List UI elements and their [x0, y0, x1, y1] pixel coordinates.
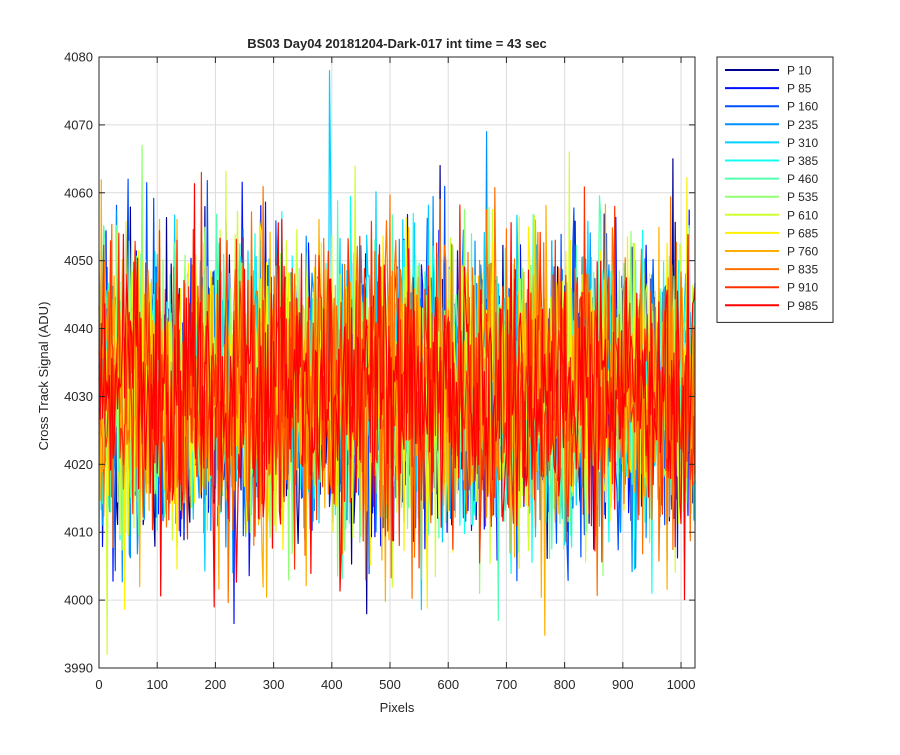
- legend-label: P 310: [787, 136, 818, 150]
- y-tick-label: 4000: [64, 593, 93, 608]
- series-line-p-985: [98, 183, 696, 608]
- chart-title: BS03 Day04 20181204-Dark-017 int time = …: [247, 36, 547, 51]
- y-axis-label: Cross Track Signal (ADU): [36, 302, 51, 451]
- legend-label: P 835: [787, 263, 818, 277]
- axis-ticks: 0 100 200 300 400 500 600 700 800 900 1000 3990 4000…: [64, 50, 695, 693]
- x-tick-label: 100: [146, 677, 168, 692]
- y-tick-label: 4010: [64, 525, 93, 540]
- legend-box: [716, 56, 834, 323]
- legend-label: P 535: [787, 190, 818, 204]
- legend-label: P 160: [787, 100, 818, 114]
- legend: P 10 P 85 P 160 P 235 P 310 P 385 P 460 P 535 P …: [716, 56, 834, 323]
- x-tick-label: 800: [554, 677, 576, 692]
- y-tick-label: 4020: [64, 457, 93, 472]
- x-tick-label: 700: [496, 677, 518, 692]
- x-tick-label: 500: [379, 677, 401, 692]
- x-tick-label: 0: [95, 677, 102, 692]
- legend-label: P 985: [787, 299, 818, 313]
- x-tick-label: 200: [205, 677, 227, 692]
- y-tick-label: 3990: [64, 661, 93, 676]
- legend-label: P 610: [787, 208, 818, 222]
- legend-label: P 85: [787, 82, 812, 96]
- legend-label: P 910: [787, 281, 818, 295]
- x-tick-label: 400: [321, 677, 343, 692]
- y-tick-label: 4060: [64, 185, 93, 200]
- series-line-p-760: [98, 179, 696, 636]
- y-tick-label: 4070: [64, 117, 93, 132]
- legend-label: P 760: [787, 245, 818, 259]
- legend-label: P 685: [787, 226, 818, 240]
- x-tick-label: 900: [612, 677, 634, 692]
- x-tick-label: 300: [263, 677, 285, 692]
- y-tick-label: 4040: [64, 321, 93, 336]
- y-tick-label: 4080: [64, 50, 93, 65]
- axes-box: [98, 56, 696, 669]
- legend-label: P 385: [787, 154, 818, 168]
- legend-label: P 10: [787, 64, 812, 78]
- legend-label: P 460: [787, 172, 818, 186]
- x-tick-label: 600: [437, 677, 459, 692]
- x-axis-label: Pixels: [380, 700, 415, 715]
- x-tick-label: 1000: [667, 677, 696, 692]
- y-tick-label: 4050: [64, 253, 93, 268]
- legend-label: P 235: [787, 118, 818, 132]
- series-lines: [98, 70, 696, 655]
- y-tick-label: 4030: [64, 389, 93, 404]
